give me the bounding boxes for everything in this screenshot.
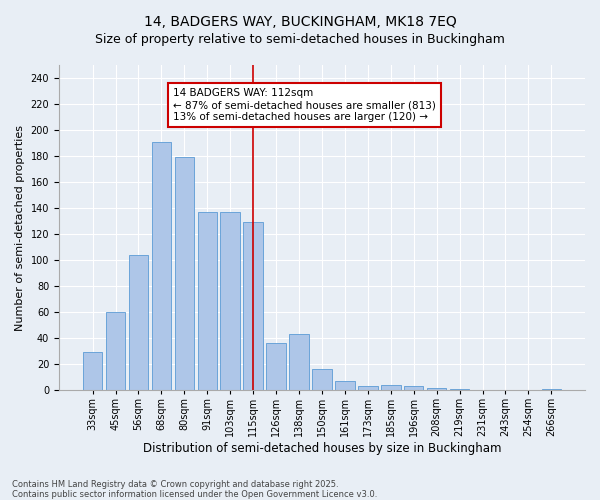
Bar — [175, 158, 194, 390]
Bar — [83, 352, 103, 390]
Bar — [381, 385, 401, 390]
Y-axis label: Number of semi-detached properties: Number of semi-detached properties — [15, 124, 25, 330]
Bar — [312, 370, 332, 390]
Bar — [128, 255, 148, 390]
Bar — [358, 386, 377, 390]
Text: Size of property relative to semi-detached houses in Buckingham: Size of property relative to semi-detach… — [95, 32, 505, 46]
Text: 14, BADGERS WAY, BUCKINGHAM, MK18 7EQ: 14, BADGERS WAY, BUCKINGHAM, MK18 7EQ — [143, 15, 457, 29]
Bar — [244, 222, 263, 390]
Bar — [266, 344, 286, 390]
Bar — [152, 142, 171, 390]
X-axis label: Distribution of semi-detached houses by size in Buckingham: Distribution of semi-detached houses by … — [143, 442, 501, 455]
Bar — [106, 312, 125, 390]
Bar — [197, 212, 217, 390]
Bar — [289, 334, 309, 390]
Bar — [542, 389, 561, 390]
Bar — [404, 386, 424, 390]
Text: 14 BADGERS WAY: 112sqm
← 87% of semi-detached houses are smaller (813)
13% of se: 14 BADGERS WAY: 112sqm ← 87% of semi-det… — [173, 88, 436, 122]
Bar — [220, 212, 240, 390]
Bar — [450, 389, 469, 390]
Bar — [335, 381, 355, 390]
Text: Contains HM Land Registry data © Crown copyright and database right 2025.
Contai: Contains HM Land Registry data © Crown c… — [12, 480, 377, 499]
Bar — [427, 388, 446, 390]
